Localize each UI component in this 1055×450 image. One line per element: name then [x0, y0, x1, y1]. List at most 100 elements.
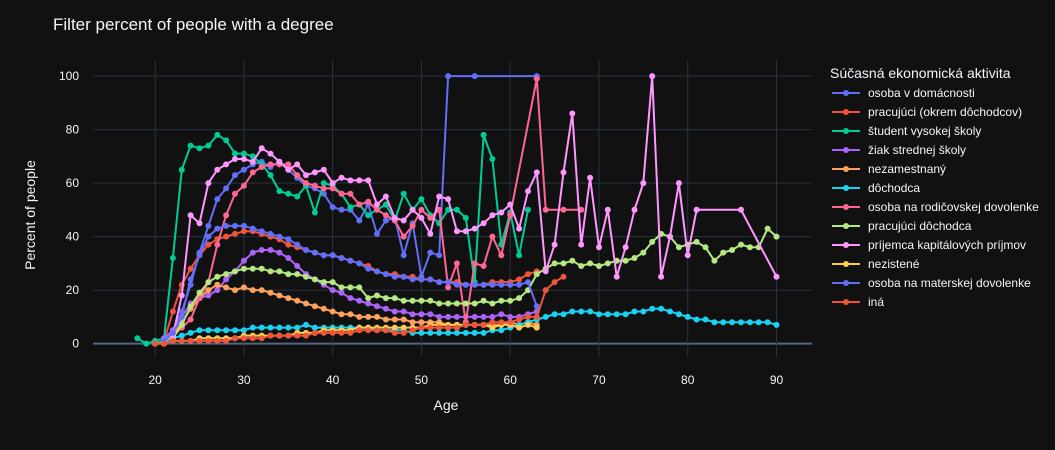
data-point — [516, 225, 523, 232]
data-point — [267, 172, 274, 179]
legend-item[interactable]: osoba v domácnosti — [832, 86, 975, 100]
legend-item[interactable]: osoba na materskej dovolenke — [832, 276, 1031, 290]
data-point — [498, 311, 505, 318]
data-point — [427, 230, 434, 237]
data-point — [329, 204, 336, 211]
data-point — [453, 228, 460, 235]
data-point — [436, 313, 443, 320]
data-point — [480, 313, 487, 320]
data-point — [445, 324, 452, 331]
data-point — [533, 75, 540, 82]
data-point — [347, 257, 354, 264]
data-point — [729, 247, 736, 253]
data-point — [578, 263, 585, 269]
legend-label: nezistené — [868, 257, 920, 271]
data-point — [134, 335, 141, 342]
data-point — [285, 255, 292, 261]
data-point — [294, 271, 301, 278]
data-point — [418, 297, 425, 304]
data-point — [374, 201, 380, 208]
data-point — [382, 217, 389, 224]
data-point — [187, 265, 194, 272]
legend-item[interactable]: iná — [832, 295, 884, 309]
data-point — [551, 279, 558, 286]
data-point — [471, 329, 478, 336]
data-point — [427, 214, 434, 221]
data-point — [285, 241, 292, 248]
data-point — [205, 337, 212, 344]
data-point — [400, 217, 407, 224]
legend-item[interactable]: študent vysokej školy — [832, 124, 981, 138]
data-point — [320, 252, 327, 259]
data-point — [533, 169, 540, 176]
data-point — [409, 297, 416, 304]
legend-label: nezamestnaný — [868, 162, 946, 176]
data-point — [338, 255, 345, 261]
data-point — [773, 321, 780, 328]
data-point — [294, 241, 301, 248]
data-point — [667, 233, 673, 240]
data-point — [347, 177, 354, 184]
series-group — [169, 73, 780, 339]
legend-swatch-marker — [843, 299, 849, 305]
data-point — [675, 311, 682, 318]
data-point — [214, 196, 221, 203]
legend-item[interactable]: pracujúci dôchodca — [832, 219, 972, 233]
legend-item[interactable]: žiak strednej školy — [832, 143, 966, 157]
chart-title: Filter percent of people with a degree — [53, 15, 334, 34]
data-point — [178, 321, 185, 328]
data-point — [560, 206, 567, 213]
data-point — [329, 185, 336, 192]
data-point — [471, 225, 478, 232]
data-point — [365, 265, 372, 272]
data-point — [196, 289, 203, 296]
legend-label: študent vysokej školy — [868, 124, 981, 138]
legend: Súčasná ekonomická aktivita osoba v domá… — [830, 65, 1039, 309]
data-point — [480, 281, 487, 288]
data-point — [338, 190, 345, 197]
data-point — [276, 188, 283, 195]
data-point — [187, 329, 194, 336]
legend-item[interactable]: príjemca kapitálových príjmov — [832, 238, 1026, 252]
data-point — [542, 287, 549, 294]
legend-swatch-marker — [843, 261, 849, 267]
data-point — [480, 329, 487, 336]
data-point — [240, 222, 247, 229]
legend-item[interactable]: pracujúci (okrem dôchodcov) — [832, 105, 1022, 119]
legend-item[interactable]: dôchodca — [832, 181, 920, 195]
data-point — [587, 174, 594, 181]
data-point — [436, 193, 443, 200]
data-point — [631, 206, 638, 213]
data-point — [240, 156, 247, 162]
data-point — [338, 329, 345, 336]
data-point — [587, 260, 594, 267]
data-point — [205, 279, 212, 286]
data-point — [453, 206, 460, 213]
data-point — [480, 321, 487, 328]
data-point — [223, 276, 230, 283]
data-point — [320, 190, 327, 197]
series-layer — [134, 73, 780, 347]
data-point — [356, 217, 363, 224]
data-point — [391, 295, 398, 302]
data-point — [649, 305, 656, 312]
legend-item[interactable]: nezamestnaný — [832, 162, 946, 176]
legend-label: pracujúci (okrem dôchodcov) — [868, 105, 1022, 119]
data-point — [329, 329, 336, 336]
data-point — [249, 335, 256, 342]
legend-swatch-marker — [843, 90, 849, 96]
data-point — [267, 161, 274, 168]
legend-item[interactable]: osoba na rodičovskej dovolenke — [832, 200, 1039, 214]
data-point — [214, 241, 221, 248]
data-point — [453, 329, 460, 336]
data-point — [462, 214, 469, 221]
data-point — [516, 281, 523, 288]
data-point — [240, 284, 247, 291]
data-point — [205, 222, 212, 229]
data-point — [729, 319, 736, 326]
data-point — [391, 308, 398, 315]
legend-item[interactable]: nezistené — [832, 257, 920, 271]
data-point — [382, 327, 389, 334]
data-point — [240, 228, 247, 235]
